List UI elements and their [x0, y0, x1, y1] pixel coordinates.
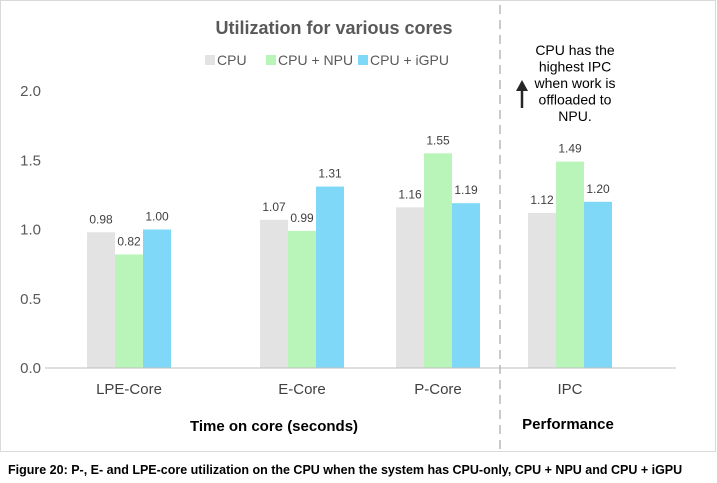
bars: 0.98 0.82 1.00 1.07 0.99 1.31 1.16 1.55 1.19 1.12… — [87, 133, 612, 368]
bar-lpe-core-cpu — [87, 232, 115, 368]
legend: CPU CPU + NPU CPU + iGPU — [205, 52, 449, 68]
data-label: 1.19 — [454, 183, 478, 197]
bar-p-core-cpu — [396, 207, 424, 368]
bar-p-core-cpu-igpu — [452, 203, 480, 368]
x-category-label: IPC — [557, 381, 582, 398]
legend-swatch — [205, 55, 215, 65]
data-label: 0.98 — [89, 212, 113, 226]
data-label: 1.31 — [318, 167, 342, 181]
data-label: 1.16 — [398, 187, 422, 201]
group-label-time-on-core: Time on core (seconds) — [190, 418, 358, 435]
data-label: 0.99 — [290, 211, 314, 225]
data-label: 0.82 — [117, 234, 141, 248]
data-label: 1.07 — [262, 200, 286, 214]
annotation-line: CPU has the — [535, 42, 615, 58]
x-category-label: E-Core — [278, 381, 326, 398]
bar-chart: Utilization for various cores CPU CPU + N… — [20, 5, 676, 449]
legend-swatch — [358, 55, 368, 65]
chart-title: Utilization for various cores — [215, 18, 452, 38]
bar-e-core-cpu — [260, 219, 288, 368]
x-axis: LPE-Core E-Core P-Core IPC — [45, 367, 676, 398]
bar-ipc-cpu-npu — [556, 161, 584, 368]
data-label: 1.49 — [558, 142, 582, 156]
y-tick-label: 1.0 — [20, 222, 41, 239]
x-category-label: LPE-Core — [96, 381, 162, 398]
data-label: 1.55 — [426, 133, 450, 147]
bar-lpe-core-cpu-npu — [115, 254, 143, 368]
bar-p-core-cpu-npu — [424, 153, 452, 368]
data-label: 1.00 — [145, 210, 169, 224]
y-tick-label: 0.5 — [20, 291, 41, 308]
x-category-label: P-Core — [414, 381, 462, 398]
bar-ipc-cpu — [528, 212, 556, 368]
bar-e-core-cpu-npu — [288, 230, 316, 368]
annotation-line: highest IPC — [539, 59, 611, 75]
legend-label: CPU + NPU — [278, 52, 353, 68]
data-label: 1.20 — [586, 182, 610, 196]
y-tick-label: 0.0 — [20, 360, 41, 377]
bar-ipc-cpu-igpu — [584, 201, 612, 368]
y-axis: 0.0 0.5 1.0 1.5 2.0 — [20, 83, 41, 377]
bar-e-core-cpu-igpu — [316, 186, 344, 368]
annotation-line: when work is — [534, 75, 616, 91]
annotation-line: offloaded to — [539, 92, 612, 108]
data-label: 1.12 — [530, 193, 554, 207]
bar-lpe-core-cpu-igpu — [143, 229, 171, 368]
figure-caption: Figure 20: P-, E- and LPE-core utilizati… — [8, 463, 683, 477]
y-tick-label: 1.5 — [20, 152, 41, 169]
legend-label: CPU + iGPU — [370, 52, 449, 68]
y-tick-label: 2.0 — [20, 83, 41, 100]
annotation-arrow — [516, 80, 528, 108]
legend-label: CPU — [217, 52, 247, 68]
group-label-performance: Performance — [522, 416, 614, 433]
legend-swatch — [266, 55, 276, 65]
annotation-line: NPU. — [558, 108, 591, 124]
